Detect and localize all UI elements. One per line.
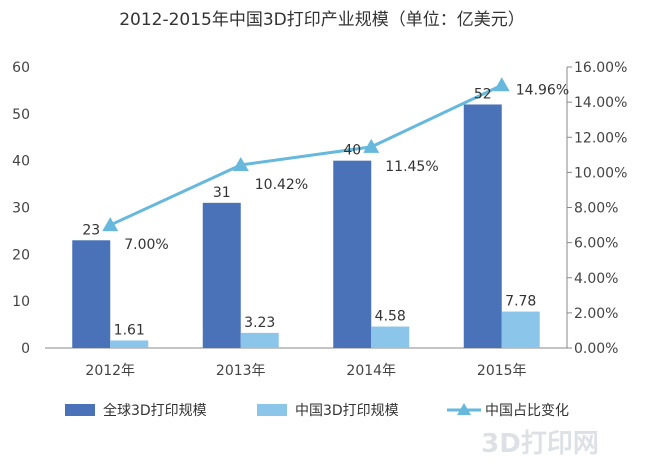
- right-tick-label: 10.00%: [574, 165, 627, 181]
- ratio-point: [232, 156, 249, 171]
- legend-marker: [457, 403, 471, 415]
- label-ratio: 10.42%: [255, 177, 308, 193]
- label-ratio: 14.96%: [516, 82, 569, 98]
- x-tick-label: 2012年: [85, 363, 135, 379]
- legend-label: 中国3D打印规模: [295, 402, 399, 419]
- left-tick-label: 0: [21, 341, 30, 357]
- bar-global: [463, 104, 502, 348]
- left-tick-label: 30: [12, 201, 30, 217]
- ratio-line: [102, 77, 510, 232]
- legend-label: 全球3D打印规模: [103, 402, 207, 419]
- right-tick-label: 12.00%: [574, 130, 627, 146]
- label-china: 3.23: [244, 315, 275, 331]
- ratio-point: [102, 217, 119, 232]
- x-tick-label: 2013年: [216, 363, 266, 379]
- legend-swatch: [257, 404, 287, 416]
- legend-label: 中国占比变化: [485, 403, 569, 419]
- watermark: 3D打印网: [481, 429, 599, 459]
- right-tick-label: 2.00%: [574, 306, 618, 322]
- bar-global: [72, 240, 111, 348]
- label-ratio: 11.45%: [385, 159, 438, 175]
- right-tick-label: 8.00%: [574, 201, 618, 217]
- right-tick-label: 4.00%: [574, 271, 618, 287]
- bar-china: [501, 311, 540, 348]
- label-china: 4.58: [375, 309, 406, 325]
- right-tick-label: 0.00%: [574, 341, 618, 357]
- label-china: 1.61: [114, 322, 145, 338]
- bar-china: [110, 340, 149, 348]
- right-tick-label: 16.00%: [574, 60, 627, 76]
- left-tick-label: 10: [12, 294, 30, 310]
- chart-title: 2012-2015年中国3D打印产业规模（单位：亿美元）: [119, 10, 525, 30]
- left-tick-label: 60: [12, 60, 30, 76]
- label-global: 40: [343, 143, 361, 159]
- ratio-line-path: [109, 83, 503, 227]
- left-tick-label: 40: [12, 154, 30, 170]
- bar-global: [333, 160, 372, 348]
- label-ratio: 7.00%: [124, 237, 168, 253]
- x-tick-label: 2014年: [346, 363, 396, 379]
- right-tick-label: 14.00%: [574, 95, 627, 111]
- label-global: 31: [213, 185, 231, 201]
- ratio-point: [363, 138, 380, 153]
- bar-china: [371, 326, 410, 348]
- right-tick-label: 6.00%: [574, 236, 618, 252]
- left-tick-label: 20: [12, 247, 30, 263]
- legend: 全球3D打印规模 中国3D打印规模 中国占比变化: [65, 402, 569, 419]
- bar-china: [240, 332, 279, 348]
- bar-global: [202, 202, 241, 348]
- label-global: 23: [82, 222, 100, 238]
- label-china: 7.78: [505, 294, 536, 310]
- ratio-point: [493, 77, 510, 92]
- label-global: 52: [474, 86, 492, 102]
- x-tick-label: 2015年: [477, 363, 527, 379]
- legend-swatch: [65, 404, 95, 416]
- data-labels: 23 31 40 52 1.61 3.23 4.58 7.78 7.00% 10.42% 11.45…: [82, 82, 569, 338]
- bars: [72, 104, 540, 348]
- left-tick-label: 50: [12, 107, 30, 123]
- axes: 0 10 20 30 40 50 60 0.00% 2.00% 4.00% 6.00% 8.00% 10…: [12, 60, 627, 379]
